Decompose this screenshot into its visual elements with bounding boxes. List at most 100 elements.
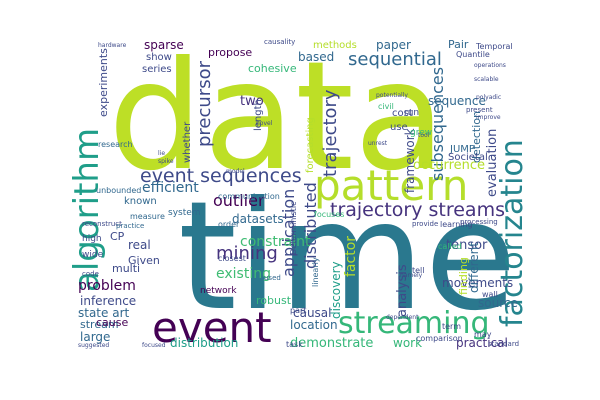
word-methods: methods — [313, 40, 357, 51]
word-occurrence: occurrence — [413, 158, 486, 173]
word-improve: improve — [476, 114, 501, 121]
word-time: time — [178, 170, 517, 344]
word-pair: Pair — [448, 38, 469, 51]
word-constraint: constraint — [240, 234, 311, 250]
word-tensor: tensor — [446, 238, 488, 253]
word-sparse: sparse — [144, 38, 184, 52]
word-problem: problem — [78, 278, 136, 294]
word-suggested: suggested — [78, 342, 110, 349]
word-demonstrate: demonstrate — [290, 336, 374, 351]
word-source: source — [478, 296, 518, 310]
word-show: show — [146, 52, 172, 63]
word-algorithm: algorithm — [68, 127, 107, 292]
word-reconstruct: reconstruct — [82, 220, 122, 228]
word-framework: framework — [403, 128, 417, 193]
word-societal: Societal — [448, 152, 488, 163]
word-precursor: precursor — [194, 60, 215, 147]
word-standard: standard — [488, 340, 520, 348]
word-practice: practice — [116, 222, 145, 230]
word-network: network — [200, 286, 237, 296]
word-scalable: scalable — [474, 76, 499, 83]
word-paper: paper — [376, 38, 411, 52]
word-wide: wide — [82, 250, 104, 260]
word-deterministic: Deterministic — [289, 201, 298, 255]
word-efficient: efficient — [142, 180, 199, 196]
word-measure: measure — [130, 212, 165, 221]
word-based: based — [298, 50, 335, 64]
word-potentially: potentially — [376, 92, 408, 99]
word-practical: practical — [456, 336, 508, 350]
word-present: present — [466, 106, 493, 114]
word-cloud: data time algorithm pattern event stream… — [68, 37, 532, 361]
word-focuses: focuses — [314, 210, 345, 219]
word-large: large — [80, 330, 111, 344]
word-learning: learning — [440, 220, 473, 229]
word-inference: inference — [80, 294, 137, 308]
word-focused: focused — [142, 342, 166, 349]
word-code: code — [82, 270, 99, 278]
word-evaluation: evaluation — [485, 128, 500, 197]
word-causality: causality — [264, 38, 296, 46]
word-pattern: pattern — [314, 161, 469, 210]
word-discovery: discovery — [329, 261, 343, 319]
word-provide: provide — [412, 220, 439, 228]
word-operations: operations — [474, 62, 506, 69]
word-forecasting: forecasting — [305, 117, 316, 173]
word-namely: namely — [400, 272, 423, 279]
word-research: research — [98, 140, 133, 149]
word-high: high — [82, 234, 102, 244]
word-two: two — [240, 94, 264, 109]
word-tool: tool — [418, 132, 430, 139]
word-processing: processing — [460, 218, 498, 226]
word-dependent: dependent — [386, 314, 419, 321]
word-called: called — [438, 242, 462, 251]
word-task: task — [286, 340, 303, 349]
word-cause: cause — [96, 316, 129, 329]
word-polyadic: polyadic — [476, 94, 502, 101]
word-used: used — [264, 274, 281, 282]
word-trajectory: trajectory — [320, 89, 341, 177]
word-propose: propose — [208, 46, 253, 59]
word-distribution: distribution — [170, 336, 239, 350]
word-real: real — [128, 238, 151, 252]
word-sequence: sequence — [428, 94, 486, 108]
word-known: known — [124, 196, 157, 207]
word-quantile: Quantile — [456, 50, 490, 59]
word-system: system — [168, 208, 201, 218]
word-unrest: unrest — [368, 140, 388, 147]
word-robust: robust — [256, 294, 292, 307]
word-cost: cost — [392, 108, 413, 119]
word-work: work — [393, 336, 423, 350]
word-stream: stream — [80, 318, 119, 331]
word-event: event — [152, 303, 272, 352]
word-causal: causal — [293, 306, 332, 320]
word-lie: lie — [158, 150, 166, 157]
word-communication: communication — [218, 192, 280, 201]
word-mining: mining — [216, 243, 278, 264]
word-cohesive: cohesive — [248, 62, 297, 75]
word-given: Given — [128, 254, 160, 267]
word-model: model — [226, 168, 245, 175]
word-civil: civil — [378, 102, 394, 111]
word-state-art: state art — [78, 306, 130, 320]
word-order: order — [218, 220, 240, 229]
word-datasets: datasets — [232, 212, 284, 226]
word-use: use — [390, 122, 408, 133]
word-wall: wall — [482, 290, 498, 299]
word-data: data — [108, 37, 446, 204]
word-hardware: hardware — [98, 42, 127, 49]
word-finding: finding — [457, 257, 470, 295]
word-streaming: streaming — [338, 306, 490, 341]
word-existing: existing — [216, 266, 271, 282]
word-unbounded: unbounded — [96, 186, 142, 195]
word-run: run — [404, 108, 420, 118]
word-novel: novel — [256, 120, 273, 127]
word-comparison: comparison — [416, 334, 463, 343]
word-movements: movements — [442, 276, 514, 290]
word-trajectory-streams: trajectory streams — [330, 199, 505, 221]
word-may: may — [474, 330, 492, 339]
word-linearly: linearly — [311, 257, 320, 287]
word-experiments: experiments — [97, 48, 110, 117]
word-closest: closest — [218, 254, 246, 263]
word-whether: whether — [182, 121, 193, 163]
